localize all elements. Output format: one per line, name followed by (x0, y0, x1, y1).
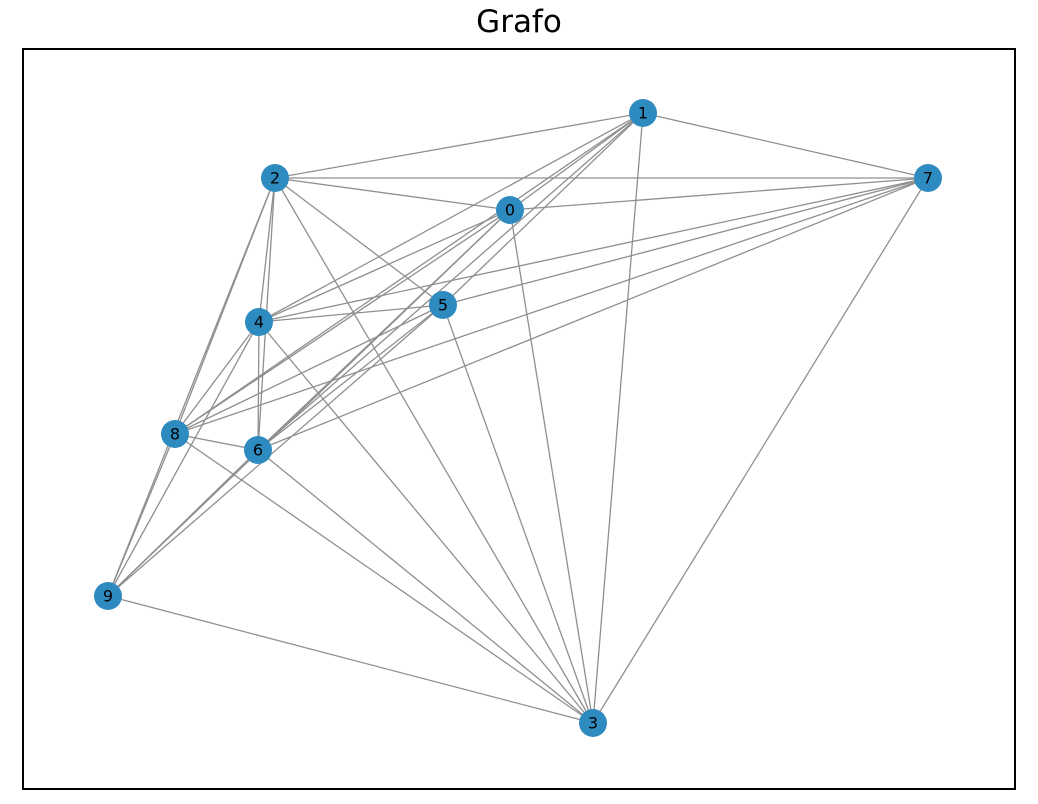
node-label-5: 5 (438, 296, 448, 315)
edge-2-5 (274, 177, 444, 306)
edge-2-4 (258, 177, 276, 323)
edge-1-6 (257, 112, 644, 451)
node-6: 6 (244, 436, 272, 464)
edge-2-0 (274, 177, 511, 211)
node-3: 3 (579, 709, 607, 737)
node-label-0: 0 (505, 201, 515, 220)
node-label-3: 3 (588, 714, 598, 733)
node-7: 7 (914, 164, 942, 192)
node-circle-3 (579, 709, 607, 737)
edge-6-3 (257, 449, 594, 724)
edge-8-9 (107, 433, 176, 597)
edge-0-8 (174, 209, 511, 435)
node-circle-2 (261, 164, 289, 192)
graph-frame (22, 48, 1016, 790)
node-circle-4 (245, 308, 273, 336)
node-circle-1 (629, 99, 657, 127)
edge-6-9 (107, 449, 259, 597)
edge-0-3 (509, 209, 594, 724)
node-2: 2 (261, 164, 289, 192)
node-label-8: 8 (170, 425, 180, 444)
node-label-7: 7 (923, 169, 933, 188)
edge-1-5 (442, 112, 644, 306)
node-5: 5 (429, 291, 457, 319)
edge-8-6 (174, 433, 259, 451)
node-label-4: 4 (254, 313, 264, 332)
edge-8-3 (174, 433, 594, 724)
edge-1-0 (509, 112, 644, 211)
edge-0-4 (258, 209, 511, 323)
edge-5-8 (174, 304, 444, 435)
edge-1-8 (174, 112, 644, 435)
edges-layer (107, 112, 929, 724)
edge-7-0 (509, 177, 929, 211)
node-circle-5 (429, 291, 457, 319)
edge-5-9 (107, 304, 444, 597)
edge-5-4 (258, 304, 444, 323)
edge-4-8 (174, 321, 260, 435)
edge-2-3 (274, 177, 594, 724)
edge-5-6 (257, 304, 444, 451)
node-circle-6 (244, 436, 272, 464)
node-label-2: 2 (270, 169, 280, 188)
edge-9-3 (107, 595, 594, 724)
edge-4-6 (257, 321, 260, 451)
edge-4-9 (107, 321, 260, 597)
edge-1-3 (592, 112, 644, 724)
nodes-layer: 0 1 2 3 4 5 6 7 8 9 (94, 99, 942, 737)
edge-5-3 (442, 304, 594, 724)
node-0: 0 (496, 196, 524, 224)
edge-7-4 (258, 177, 929, 323)
edge-1-4 (258, 112, 644, 323)
node-label-6: 6 (253, 441, 263, 460)
node-label-1: 1 (638, 104, 648, 123)
node-4: 4 (245, 308, 273, 336)
node-8: 8 (161, 420, 189, 448)
graph-title: Grafo (476, 4, 562, 40)
edge-1-2 (274, 112, 644, 179)
edge-7-8 (174, 177, 929, 435)
edge-7-5 (442, 177, 929, 306)
edge-1-7 (642, 112, 929, 179)
edge-7-3 (592, 177, 929, 724)
edge-4-3 (258, 321, 594, 724)
edge-7-6 (257, 177, 929, 451)
node-circle-0 (496, 196, 524, 224)
node-circle-7 (914, 164, 942, 192)
node-label-9: 9 (103, 587, 113, 606)
node-circle-9 (94, 582, 122, 610)
edge-2-9 (107, 177, 276, 597)
node-9: 9 (94, 582, 122, 610)
node-1: 1 (629, 99, 657, 127)
node-circle-8 (161, 420, 189, 448)
